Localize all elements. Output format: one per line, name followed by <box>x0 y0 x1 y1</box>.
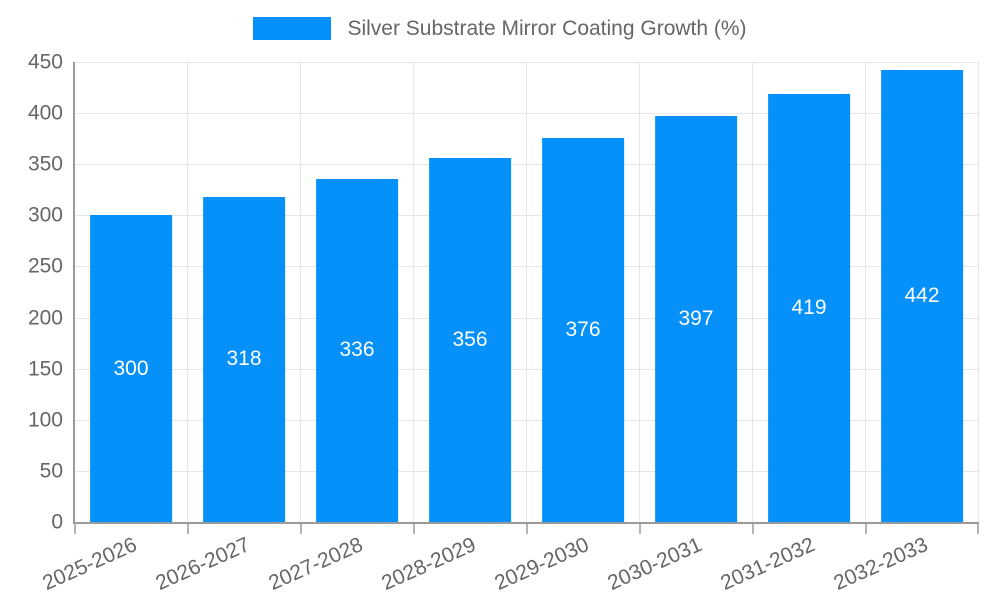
category-bands: 300 2025-2026 318 2026-2027 336 2027-2028 356 2… <box>39 62 979 595</box>
bar[interactable]: 376 <box>542 137 624 522</box>
category-band: 300 2025-2026 <box>39 62 188 595</box>
bar[interactable]: 397 <box>655 116 737 522</box>
legend-swatch-icon <box>253 17 332 40</box>
gridline <box>75 62 979 63</box>
bar-value-label: 356 <box>452 328 488 352</box>
category-band: 336 2027-2028 <box>265 62 414 595</box>
category-band: 397 2030-2031 <box>604 62 753 595</box>
y-axis-tick-label: 150 <box>27 357 63 381</box>
x-axis-label: 2029-2030 <box>490 533 592 595</box>
x-axis-tick <box>187 524 189 534</box>
x-axis-tick <box>413 524 415 534</box>
bar-value-label: 376 <box>565 317 601 341</box>
x-axis-label: 2030-2031 <box>603 533 705 595</box>
category-band: 442 2032-2033 <box>830 62 979 595</box>
y-axis-tick-label: 300 <box>27 203 63 227</box>
y-axis-tick-label: 350 <box>27 152 63 176</box>
x-axis-label: 2031-2032 <box>716 533 818 595</box>
legend-label: Silver Substrate Mirror Coating Growth (… <box>347 17 747 40</box>
bar[interactable]: 336 <box>316 178 398 522</box>
bar[interactable]: 442 <box>881 70 963 522</box>
y-axis-tick-label: 450 <box>27 50 63 74</box>
y-axis-labels: 0 50 100 150 200 250 300 350 400 450 <box>28 52 979 533</box>
category-band: 318 2026-2027 <box>152 62 301 595</box>
bar-value-label: 397 <box>678 307 714 331</box>
y-axis-tick-label: 250 <box>27 254 63 278</box>
bar-value-label: 419 <box>791 295 827 319</box>
x-axis-label: 2032-2033 <box>829 533 931 595</box>
bar-value-label: 300 <box>113 356 149 380</box>
x-axis-tick <box>639 524 641 534</box>
bar[interactable]: 300 <box>90 215 172 522</box>
legend-item[interactable]: Silver Substrate Mirror Coating Growth (… <box>0 17 1000 40</box>
gridline <box>75 419 979 421</box>
y-axis-tick-label: 50 <box>39 459 63 483</box>
bar-value-label: 336 <box>339 338 375 362</box>
gridline <box>75 164 979 166</box>
gridline <box>75 368 979 370</box>
x-axis-tick <box>865 524 867 534</box>
x-axis-tick <box>74 524 76 534</box>
y-axis-tick-label: 100 <box>27 408 63 432</box>
x-axis-label: 2025-2026 <box>38 533 140 595</box>
category-band: 376 2029-2030 <box>491 62 640 595</box>
x-axis-tick <box>300 524 302 534</box>
plot-area: 0 50 100 150 200 250 300 350 400 450 300 2025-2026… <box>28 52 979 595</box>
gridlines <box>75 62 979 522</box>
y-axis-tick-label: 200 <box>27 306 63 330</box>
y-axis-tick-label: 400 <box>27 101 63 125</box>
bar[interactable]: 356 <box>429 158 511 522</box>
gridline <box>75 317 979 319</box>
x-axis-label: 2028-2029 <box>377 533 479 595</box>
x-axis-tick <box>526 524 528 534</box>
x-axis-tick <box>977 524 979 534</box>
x-axis-label: 2026-2027 <box>151 533 253 595</box>
y-axis-tick-label: 0 <box>51 510 63 534</box>
gridline <box>75 266 979 268</box>
bar-value-label: 442 <box>904 284 940 308</box>
category-band: 356 2028-2029 <box>378 62 527 595</box>
x-axis-tick <box>752 524 754 534</box>
gridline <box>75 470 979 472</box>
bar[interactable]: 419 <box>768 93 850 522</box>
category-band: 419 2031-2032 <box>717 62 866 595</box>
x-axis-label: 2027-2028 <box>264 533 366 595</box>
bar-value-label: 318 <box>226 347 262 371</box>
gridline <box>75 113 979 115</box>
gridline <box>75 215 979 217</box>
bar[interactable]: 318 <box>203 196 285 522</box>
